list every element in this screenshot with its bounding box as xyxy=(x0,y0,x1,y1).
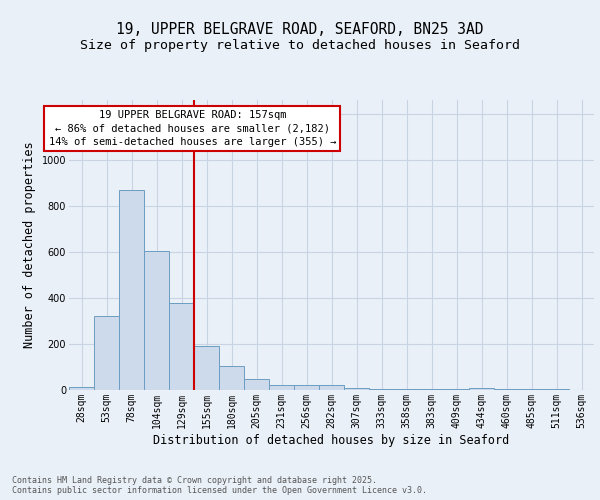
Text: Contains HM Land Registry data © Crown copyright and database right 2025.
Contai: Contains HM Land Registry data © Crown c… xyxy=(12,476,427,495)
Bar xyxy=(94,316,119,390)
Y-axis label: Number of detached properties: Number of detached properties xyxy=(23,142,36,348)
Bar xyxy=(294,386,319,390)
Bar xyxy=(519,389,544,390)
Bar xyxy=(394,389,419,390)
Bar xyxy=(244,379,269,390)
Bar xyxy=(144,251,169,390)
Bar xyxy=(169,302,194,390)
Text: Size of property relative to detached houses in Seaford: Size of property relative to detached ho… xyxy=(80,39,520,52)
Bar xyxy=(119,190,144,390)
Text: 19, UPPER BELGRAVE ROAD, SEAFORD, BN25 3AD: 19, UPPER BELGRAVE ROAD, SEAFORD, BN25 3… xyxy=(116,22,484,38)
Bar xyxy=(194,346,219,390)
Bar xyxy=(419,389,444,390)
Text: 19 UPPER BELGRAVE ROAD: 157sqm
← 86% of detached houses are smaller (2,182)
14% : 19 UPPER BELGRAVE ROAD: 157sqm ← 86% of … xyxy=(49,110,336,146)
Bar xyxy=(319,386,344,390)
Bar xyxy=(269,386,294,390)
Bar xyxy=(69,387,94,390)
Bar xyxy=(219,366,244,390)
Bar xyxy=(344,388,369,390)
Bar xyxy=(469,388,494,390)
Bar xyxy=(494,389,519,390)
Bar xyxy=(444,389,469,390)
X-axis label: Distribution of detached houses by size in Seaford: Distribution of detached houses by size … xyxy=(154,434,509,446)
Bar xyxy=(369,389,394,390)
Bar xyxy=(544,389,569,390)
